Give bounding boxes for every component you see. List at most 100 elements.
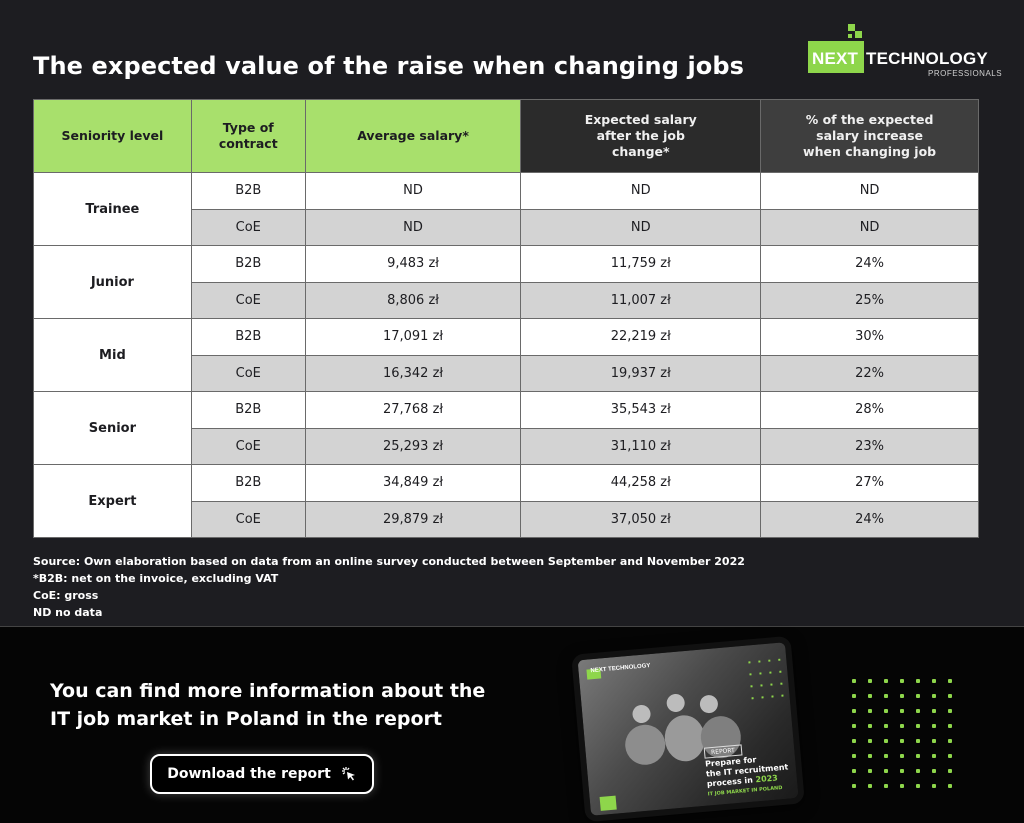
decorative-dot [868, 754, 872, 758]
download-report-label: Download the report [167, 766, 331, 782]
table-row: CoE 29,879 zł 37,050 zł 24% [34, 500, 979, 538]
contract-type-cell: B2B [190, 318, 306, 356]
expected-salary-cell: 22,219 zł [520, 318, 762, 356]
decorative-dot [884, 739, 888, 743]
seniority-level-cell: Expert [33, 464, 192, 538]
decorative-dot [884, 784, 888, 788]
increase-percent-cell: 24% [760, 245, 979, 283]
decorative-dot [852, 724, 856, 728]
average-salary-cell: 17,091 zł [304, 318, 522, 356]
salary-table: Seniority level Type of contract Average… [33, 99, 979, 538]
expected-salary-cell: 35,543 zł [520, 391, 762, 429]
banner-line-1: You can find more information about the [50, 680, 486, 702]
logo-square [855, 31, 862, 38]
increase-percent-cell: ND [760, 172, 979, 210]
decorative-dot [868, 784, 872, 788]
decorative-dot [916, 754, 920, 758]
logo-next-text: NEXT [812, 49, 859, 68]
decorative-dot [948, 709, 952, 713]
decorative-dot [948, 724, 952, 728]
average-salary-cell: ND [304, 172, 522, 210]
header-average-salary: Average salary* [304, 99, 522, 173]
increase-percent-cell: 25% [760, 281, 979, 319]
expected-salary-cell: 19,937 zł [520, 354, 762, 392]
table-row: CoE 8,806 zł 11,007 zł 25% [34, 281, 979, 319]
table-row: Trainee B2B ND ND ND [33, 172, 979, 246]
decorative-dot [852, 754, 856, 758]
coe-note: CoE: gross [33, 589, 99, 602]
table-row: CoE ND ND ND [34, 208, 979, 246]
tablet-green-accent [599, 795, 617, 811]
download-report-button[interactable]: Download the report [150, 754, 374, 794]
report-tablet-image: NEXT TECHNOLOGY REPORT Prepare for the I… [571, 635, 805, 823]
decorative-dot [900, 679, 904, 683]
decorative-dot [868, 679, 872, 683]
decorative-dot [916, 724, 920, 728]
table-row: Junior B2B 9,483 zł 11,759 zł 24% [33, 245, 979, 319]
average-salary-cell: 9,483 zł [304, 245, 522, 283]
average-salary-cell: 29,879 zł [304, 500, 522, 538]
nd-note: ND no data [33, 606, 103, 619]
decorative-dot [932, 784, 936, 788]
contract-type-cell: B2B [190, 245, 306, 283]
tablet-dot-grid [748, 658, 784, 700]
expected-salary-cell: ND [520, 208, 762, 246]
table-row: Mid B2B 17,091 zł 22,219 zł 30% [33, 318, 979, 392]
decorative-dot [884, 754, 888, 758]
decorative-dot [868, 769, 872, 773]
average-salary-cell: 34,849 zł [304, 464, 522, 502]
header-expected-increase: % of the expected salary increase when c… [760, 99, 979, 173]
decorative-dot [884, 769, 888, 773]
logo-square [848, 24, 855, 31]
contract-type-cell: B2B [190, 391, 306, 429]
decorative-dot [916, 694, 920, 698]
contract-type-cell: B2B [190, 172, 306, 210]
decorative-dot [900, 694, 904, 698]
seniority-level-cell: Trainee [33, 172, 192, 246]
decorative-dot [948, 754, 952, 758]
contract-type-cell: CoE [190, 208, 306, 246]
header-seniority-level: Seniority level [33, 99, 192, 173]
header-expected-salary: Expected salary after the job change* [520, 99, 762, 173]
increase-percent-cell: 28% [760, 391, 979, 429]
decorative-dot [932, 739, 936, 743]
header-type-of-contract-label: Type of contract [218, 120, 278, 151]
decorative-dot [932, 724, 936, 728]
source-note: Source: Own elaboration based on data fr… [33, 555, 745, 568]
banner-text: You can find more information about the … [50, 677, 520, 733]
decorative-dot [948, 784, 952, 788]
decorative-dot [948, 694, 952, 698]
expected-salary-cell: 31,110 zł [520, 427, 762, 465]
increase-percent-cell: 27% [760, 464, 979, 502]
decorative-dot [948, 739, 952, 743]
decorative-dot [852, 739, 856, 743]
average-salary-cell: 8,806 zł [304, 281, 522, 319]
decorative-dot [852, 769, 856, 773]
table-header-row: Seniority level Type of contract Average… [33, 99, 979, 173]
expected-salary-cell: 37,050 zł [520, 500, 762, 538]
average-salary-cell: ND [304, 208, 522, 246]
decorative-dot-grid [852, 679, 962, 799]
increase-percent-cell: ND [760, 208, 979, 246]
contract-type-cell: B2B [190, 464, 306, 502]
contract-type-cell: CoE [190, 354, 306, 392]
expected-salary-cell: ND [520, 172, 762, 210]
decorative-dot [916, 679, 920, 683]
header-expected-increase-label: % of the expected salary increase when c… [803, 112, 937, 159]
contract-type-cell: CoE [190, 500, 306, 538]
next-technology-logo: NEXT TECHNOLOGY PROFESSIONALS [808, 24, 1002, 84]
banner-line-2: IT job market in Poland in the report [50, 708, 442, 730]
increase-percent-cell: 24% [760, 500, 979, 538]
increase-percent-cell: 30% [760, 318, 979, 356]
expected-salary-cell: 11,759 zł [520, 245, 762, 283]
decorative-dot [932, 769, 936, 773]
decorative-dot [948, 769, 952, 773]
infographic-top: The expected value of the raise when cha… [33, 24, 1002, 619]
seniority-level-cell: Junior [33, 245, 192, 319]
decorative-dot [900, 724, 904, 728]
decorative-dot [932, 694, 936, 698]
decorative-dot [916, 709, 920, 713]
decorative-dot [852, 784, 856, 788]
decorative-dot [868, 739, 872, 743]
logo-square [848, 34, 852, 38]
